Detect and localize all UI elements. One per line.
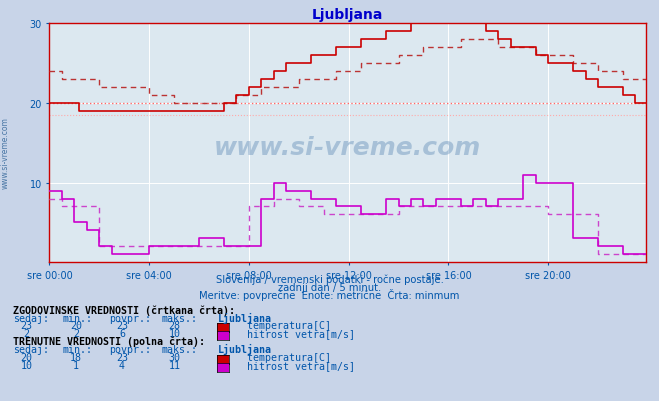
Text: 23: 23: [116, 352, 128, 362]
Text: www.si-vreme.com: www.si-vreme.com: [214, 136, 481, 160]
Text: maks.:: maks.:: [161, 313, 198, 323]
Text: 23: 23: [20, 320, 32, 330]
Text: 6: 6: [119, 328, 125, 338]
Text: 2: 2: [72, 328, 79, 338]
Text: min.:: min.:: [63, 313, 93, 323]
Text: 28: 28: [169, 320, 181, 330]
Text: min.:: min.:: [63, 344, 93, 354]
Text: temperatura[C]: temperatura[C]: [241, 352, 331, 362]
Text: 20: 20: [70, 320, 82, 330]
Text: zadnji dan / 5 minut.: zadnji dan / 5 minut.: [278, 283, 381, 293]
Text: 11: 11: [169, 360, 181, 370]
Title: Ljubljana: Ljubljana: [312, 8, 384, 22]
Text: ZGODOVINSKE VREDNOSTI (črtkana črta):: ZGODOVINSKE VREDNOSTI (črtkana črta):: [13, 304, 235, 315]
Text: Slovenija / vremenski podatki - ročne postaje.: Slovenija / vremenski podatki - ročne po…: [215, 274, 444, 285]
Text: hitrost vetra[m/s]: hitrost vetra[m/s]: [241, 328, 355, 338]
Text: temperatura[C]: temperatura[C]: [241, 320, 331, 330]
Text: 18: 18: [70, 352, 82, 362]
Text: hitrost vetra[m/s]: hitrost vetra[m/s]: [241, 360, 355, 370]
Text: 2: 2: [23, 328, 30, 338]
Text: maks.:: maks.:: [161, 344, 198, 354]
Text: Ljubljana: Ljubljana: [217, 343, 272, 354]
Text: TRENUTNE VREDNOSTI (polna črta):: TRENUTNE VREDNOSTI (polna črta):: [13, 336, 205, 346]
Text: 1: 1: [72, 360, 79, 370]
Text: 10: 10: [20, 360, 32, 370]
Text: Ljubljana: Ljubljana: [217, 312, 272, 323]
Text: www.si-vreme.com: www.si-vreme.com: [1, 117, 10, 188]
Text: 23: 23: [116, 320, 128, 330]
Text: 4: 4: [119, 360, 125, 370]
Text: 10: 10: [169, 328, 181, 338]
Text: 30: 30: [169, 352, 181, 362]
Text: povpr.:: povpr.:: [109, 313, 151, 323]
Text: povpr.:: povpr.:: [109, 344, 151, 354]
Text: sedaj:: sedaj:: [13, 344, 49, 354]
Text: sedaj:: sedaj:: [13, 313, 49, 323]
Text: Meritve: povprečne  Enote: metrične  Črta: minmum: Meritve: povprečne Enote: metrične Črta:…: [199, 289, 460, 301]
Text: 20: 20: [20, 352, 32, 362]
